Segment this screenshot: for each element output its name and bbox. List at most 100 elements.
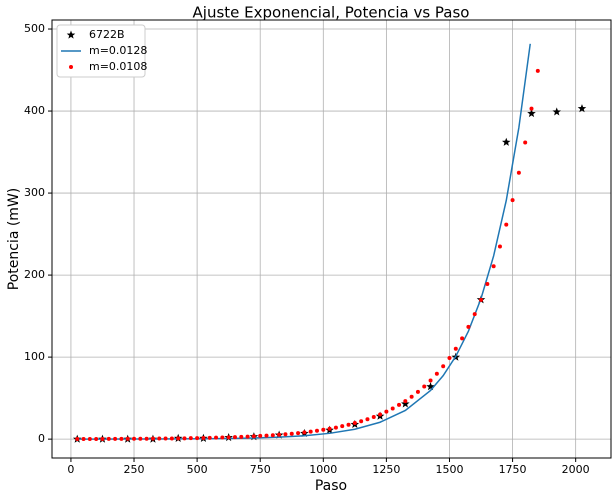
dot-point bbox=[277, 432, 282, 437]
legend-box bbox=[56, 24, 146, 78]
dot-point bbox=[491, 264, 496, 269]
dot-point bbox=[188, 436, 193, 441]
dot-point bbox=[352, 421, 357, 426]
dot-point bbox=[226, 435, 231, 440]
dot-point bbox=[434, 371, 439, 376]
plot-frame bbox=[51, 19, 612, 459]
legend: 6722B m=0.0128 m=0.0108 bbox=[56, 24, 147, 78]
dot-point bbox=[529, 106, 534, 111]
dot-point bbox=[163, 436, 168, 441]
dot-point bbox=[132, 436, 137, 441]
dot-point bbox=[397, 402, 402, 407]
dot-point bbox=[359, 419, 364, 424]
y-tick-label: 500 bbox=[24, 22, 45, 35]
dot-point bbox=[308, 429, 313, 434]
dot-point bbox=[289, 431, 294, 436]
y-tick-label: 300 bbox=[24, 186, 45, 199]
dot-point bbox=[195, 436, 200, 441]
dot-point bbox=[214, 435, 219, 440]
dot-point bbox=[207, 435, 212, 440]
dot-point bbox=[510, 198, 515, 203]
dot-point bbox=[535, 68, 540, 73]
legend-marker bbox=[66, 30, 76, 39]
x-tick-label: 0 bbox=[67, 463, 74, 476]
dot-point bbox=[75, 437, 80, 442]
dot-point bbox=[150, 436, 155, 441]
y-tick-label: 0 bbox=[38, 432, 45, 445]
dot-point bbox=[327, 426, 332, 431]
dot-point bbox=[251, 434, 256, 439]
dot-point bbox=[333, 425, 338, 430]
chart-title: Ajuste Exponencial, Potencia vs Paso bbox=[193, 4, 470, 22]
dot-point bbox=[384, 409, 389, 414]
dot-point bbox=[447, 356, 452, 361]
x-tick-label: 500 bbox=[187, 463, 208, 476]
y-axis-label: Potencia (mW) bbox=[6, 188, 22, 291]
star-point bbox=[426, 382, 435, 391]
dot-point bbox=[422, 384, 427, 389]
dot-point bbox=[371, 414, 376, 419]
dot-point bbox=[497, 244, 502, 249]
y-tick-label: 200 bbox=[24, 268, 45, 281]
dot-point bbox=[119, 436, 124, 441]
x-axis-label: Paso bbox=[315, 478, 347, 494]
dot-point bbox=[201, 435, 206, 440]
star-point bbox=[501, 137, 511, 146]
star-point bbox=[401, 399, 410, 408]
dot-point bbox=[169, 436, 174, 441]
dot-point bbox=[113, 436, 118, 441]
y-tick-label: 100 bbox=[24, 350, 45, 363]
dot-point bbox=[87, 436, 92, 441]
dot-point bbox=[81, 436, 86, 441]
x-tick-label: 250 bbox=[124, 463, 145, 476]
dot-point bbox=[485, 281, 490, 286]
dot-point bbox=[144, 436, 149, 441]
dot-point bbox=[270, 433, 275, 438]
dot-point bbox=[409, 394, 414, 399]
x-tick-label: 1000 bbox=[309, 463, 337, 476]
dot-point bbox=[453, 346, 458, 351]
dot-point bbox=[302, 430, 307, 435]
dot-point bbox=[283, 432, 288, 437]
dot-point bbox=[460, 336, 465, 341]
dot-point bbox=[340, 424, 345, 429]
dot-point bbox=[100, 436, 105, 441]
x-tick-label: 1250 bbox=[372, 463, 400, 476]
dot-point bbox=[258, 433, 263, 438]
dot-point bbox=[314, 428, 319, 433]
dot-point bbox=[296, 431, 301, 436]
y-tick-label: 400 bbox=[24, 104, 45, 117]
dot-point bbox=[264, 433, 269, 438]
dot-point bbox=[504, 222, 509, 227]
dot-point bbox=[365, 417, 370, 422]
x-tick-label: 2000 bbox=[562, 463, 590, 476]
dot-point bbox=[346, 422, 351, 427]
dot-point bbox=[390, 406, 395, 411]
dot-point bbox=[138, 436, 143, 441]
dot-point bbox=[472, 312, 477, 317]
star-point bbox=[577, 104, 587, 113]
dot-point bbox=[466, 324, 471, 329]
dot-point bbox=[106, 436, 111, 441]
dot-point bbox=[245, 434, 250, 439]
dot-point bbox=[94, 436, 99, 441]
x-tick-label: 1500 bbox=[435, 463, 463, 476]
dot-point bbox=[516, 170, 521, 175]
star-point bbox=[527, 109, 536, 118]
dot-point bbox=[232, 435, 237, 440]
legend-label: m=0.0108 bbox=[89, 60, 147, 73]
dot-point bbox=[403, 399, 408, 404]
dot-point bbox=[321, 427, 326, 432]
dot-point bbox=[182, 436, 187, 441]
dot-point bbox=[479, 297, 484, 302]
dot-point bbox=[157, 436, 162, 441]
star-point bbox=[552, 107, 562, 116]
x-tick-label: 1750 bbox=[499, 463, 527, 476]
legend-marker bbox=[69, 65, 73, 69]
dot-point bbox=[441, 364, 446, 369]
dot-point bbox=[415, 389, 420, 394]
fit-line bbox=[77, 43, 531, 440]
legend-label: m=0.0128 bbox=[89, 44, 147, 57]
